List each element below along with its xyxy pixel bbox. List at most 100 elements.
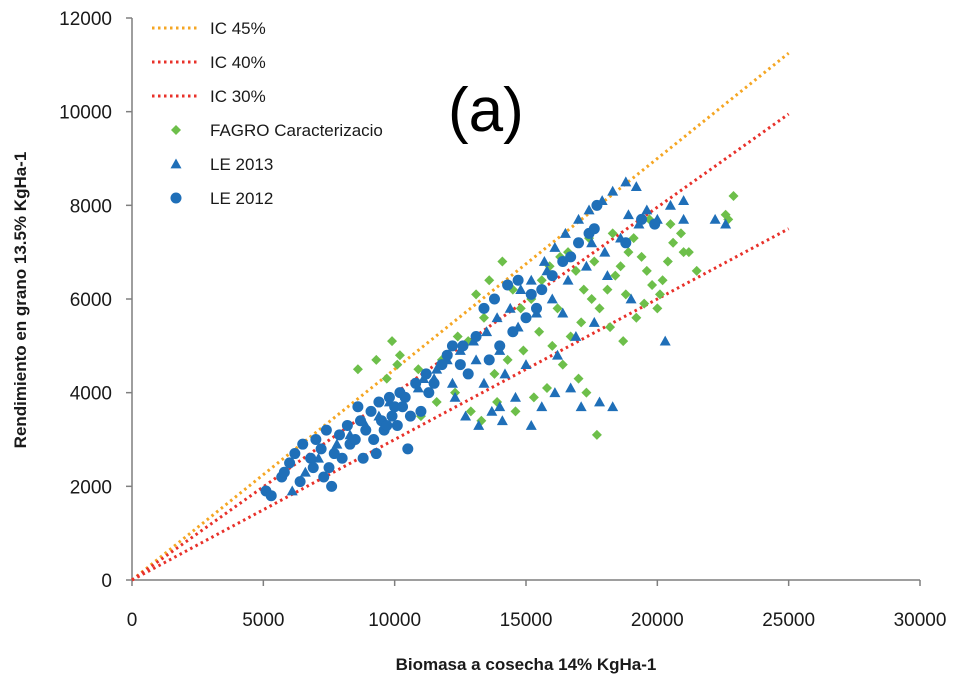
triangle-data-point — [607, 185, 619, 196]
diamond-data-point — [607, 228, 618, 239]
y-axis-ticks: 0 2000 4000 6000 8000 10000 12000 — [59, 9, 132, 592]
diamond-data-point — [728, 190, 739, 201]
diamond-data-point — [573, 373, 584, 384]
diamond-data-point — [720, 209, 731, 220]
circle-data-point — [383, 391, 395, 403]
circle-data-point — [423, 387, 435, 399]
triangle-data-point — [575, 401, 587, 412]
diamond-data-point — [484, 275, 495, 286]
triangle-data-point — [504, 302, 516, 313]
diamond-data-point — [662, 256, 673, 267]
triangle-data-point — [549, 387, 561, 398]
diamond-data-point — [675, 228, 686, 239]
diamond-data-point — [620, 289, 631, 300]
circle-data-point — [289, 448, 301, 460]
triangle-data-point — [473, 419, 485, 430]
legend-item: FAGRO Caracterizacio — [171, 121, 383, 140]
circle-data-point — [386, 410, 398, 422]
triangle-data-point — [494, 401, 506, 412]
circle-data-point — [381, 419, 393, 431]
circle-data-point — [525, 288, 537, 300]
diamond-data-point — [352, 364, 363, 375]
triangle-data-point — [565, 382, 577, 393]
triangle-data-point — [570, 330, 582, 341]
triangle-data-point — [481, 326, 493, 337]
circle-data-point — [588, 223, 600, 235]
panel-label: (a) — [448, 76, 524, 145]
legend-label: LE 2013 — [210, 155, 273, 174]
diamond-data-point — [387, 336, 398, 347]
circle-data-point — [402, 443, 414, 455]
diamond-data-point — [618, 336, 629, 347]
triangle-data-point — [620, 176, 632, 187]
diamond-data-point — [534, 326, 545, 337]
circle-data-point — [415, 405, 427, 417]
diamond-data-point — [394, 350, 405, 361]
diamond-data-point — [636, 251, 647, 262]
circle-data-point — [520, 312, 532, 324]
triangle-data-point — [630, 181, 642, 191]
diamond-data-point — [678, 247, 689, 258]
diamond-data-point — [654, 289, 665, 300]
x-tick-label: 10000 — [368, 610, 421, 631]
diamond-data-point — [647, 279, 658, 290]
trend-line-ic-30 — [131, 227, 790, 582]
circle-data-point — [370, 448, 382, 460]
diamond-data-point — [413, 364, 424, 375]
circle-data-point — [441, 349, 453, 361]
diamond-data-point — [547, 340, 558, 351]
diamond-data-point — [452, 331, 463, 342]
diamond-data-point — [552, 303, 563, 314]
circle-data-point — [404, 410, 416, 422]
x-tick-label: 25000 — [762, 610, 815, 631]
x-tick-label: 30000 — [894, 610, 947, 631]
triangle-data-point — [499, 368, 511, 379]
diamond-data-point — [471, 289, 482, 300]
triangle-data-point — [446, 377, 458, 388]
circle-data-point — [483, 354, 495, 366]
x-tick-label: 0 — [127, 610, 138, 631]
triangle-data-point — [496, 415, 508, 426]
triangle-data-point — [331, 438, 343, 449]
triangle-data-point — [536, 401, 548, 412]
diamond-data-point — [615, 261, 626, 272]
legend-item: IC 30% — [152, 87, 266, 106]
diamond-data-point — [610, 270, 621, 281]
triangle-data-point — [580, 260, 592, 271]
triangle-data-point — [601, 270, 613, 280]
data-points — [260, 176, 739, 502]
circle-data-point — [352, 401, 364, 413]
series-fagro-caracterizacio — [352, 190, 739, 440]
circle-data-point — [470, 330, 482, 342]
triangle-data-point — [664, 199, 676, 210]
triangle-data-point — [594, 396, 606, 407]
y-tick-label: 0 — [101, 571, 112, 592]
circle-data-point — [507, 326, 519, 338]
circle-data-point — [494, 340, 506, 352]
triangle-data-point — [678, 195, 690, 206]
circle-data-point — [399, 391, 411, 403]
triangle-data-point — [515, 284, 527, 295]
diamond-data-point — [392, 359, 403, 370]
circle-data-point — [326, 480, 338, 492]
triangle-data-point — [449, 391, 461, 402]
diamond-data-point — [602, 284, 613, 295]
triangle-data-point — [607, 401, 619, 412]
diamond-data-point — [631, 312, 642, 323]
circle-data-point — [294, 476, 306, 488]
y-tick-label: 4000 — [70, 384, 112, 405]
diamond-data-point — [570, 265, 581, 276]
diamond-data-point — [639, 298, 650, 309]
circle-data-point — [397, 401, 409, 413]
x-tick-label: 15000 — [500, 610, 553, 631]
triangle-data-point — [546, 293, 558, 304]
circle-data-point — [355, 415, 367, 427]
x-axis-ticks: 0 5000 10000 15000 20000 25000 30000 — [127, 580, 947, 631]
triangle-data-point — [491, 312, 503, 323]
diamond-data-point — [665, 219, 676, 230]
triangle-data-point — [299, 466, 311, 477]
diamond-data-point — [497, 256, 508, 267]
triangle-data-point — [588, 316, 600, 327]
diamond-data-point — [381, 373, 392, 384]
diamond-data-point — [652, 303, 663, 314]
